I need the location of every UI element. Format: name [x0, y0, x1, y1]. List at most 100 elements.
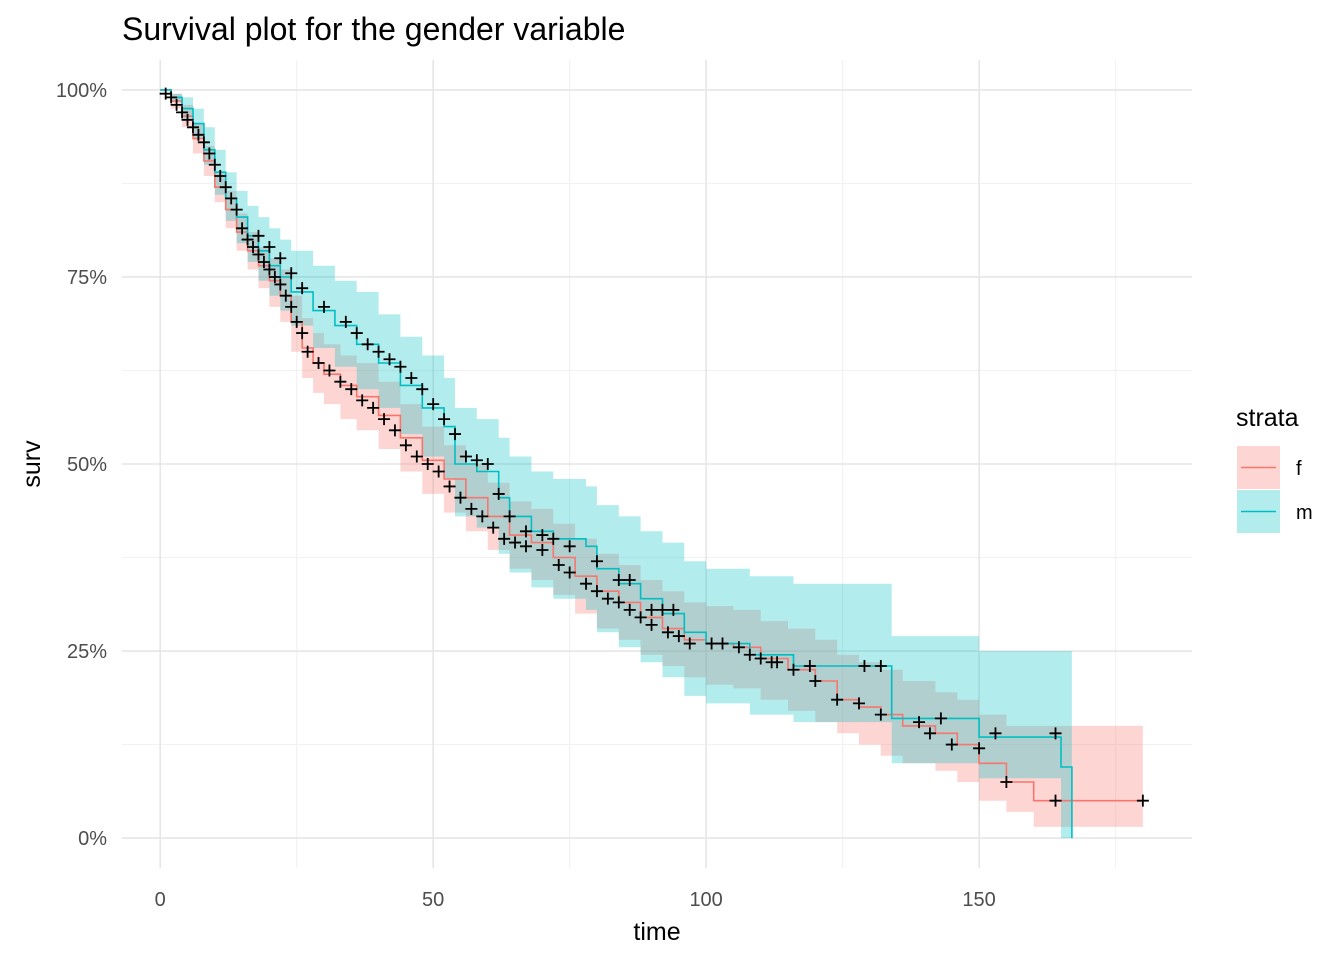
censor-mark-69 [874, 708, 887, 721]
censor-mark-52 [601, 592, 614, 605]
censor-mark-98 [503, 510, 516, 523]
censor-mark-100 [536, 529, 549, 542]
censor-mark-109 [743, 648, 756, 661]
censor-mark-6 [192, 128, 205, 141]
censor-marks [159, 87, 1149, 807]
censor-mark-20 [268, 270, 281, 283]
censor-mark-23 [285, 300, 298, 313]
censor-mark-45 [509, 536, 522, 549]
y-tick-label: 0% [78, 828, 107, 850]
censor-mark-58 [672, 630, 685, 643]
x-axis-title: time [633, 918, 680, 946]
censor-mark-54 [623, 603, 636, 616]
censor-mark-75 [1049, 794, 1062, 807]
censor-mark-33 [378, 413, 391, 426]
y-axis-ticks: 0% 25% 50% 75% 100% [56, 80, 107, 850]
band-f [160, 89, 1143, 827]
censor-mark-42 [476, 510, 489, 523]
censor-mark-74 [1000, 775, 1013, 788]
censor-mark-24 [290, 315, 303, 328]
censor-mark-95 [470, 454, 483, 467]
censor-mark-16 [247, 241, 260, 254]
censor-mark-89 [405, 371, 418, 384]
legend-title: strata [1236, 404, 1299, 432]
censor-mark-108 [667, 603, 680, 616]
censor-mark-103 [590, 555, 603, 568]
censor-mark-44 [498, 532, 511, 545]
y-tick-label: 100% [56, 80, 107, 102]
censor-mark-84 [350, 327, 363, 340]
x-tick-label: 150 [962, 889, 995, 911]
y-tick-label: 50% [67, 454, 107, 476]
censor-mark-61 [716, 637, 729, 650]
censor-mark-14 [236, 222, 249, 235]
censor-mark-36 [410, 450, 423, 463]
legend: strata fm [1236, 404, 1313, 533]
censor-mark-65 [787, 663, 800, 676]
censor-mark-32 [367, 401, 380, 414]
censor-mark-47 [536, 544, 549, 557]
censor-mark-77 [252, 229, 265, 242]
censor-mark-25 [296, 327, 309, 340]
censor-mark-70 [913, 716, 926, 729]
censor-mark-62 [732, 641, 745, 654]
censor-mark-79 [274, 252, 287, 265]
censor-mark-48 [552, 559, 565, 571]
censor-mark-55 [634, 611, 647, 624]
censor-mark-93 [449, 428, 462, 441]
censor-mark-35 [399, 439, 412, 452]
censor-mark-18 [257, 256, 270, 268]
censor-mark-76 [1136, 794, 1149, 807]
censor-mark-29 [334, 375, 347, 388]
censor-mark-97 [492, 487, 505, 500]
censor-mark-4 [181, 113, 194, 126]
censor-mark-90 [416, 383, 429, 396]
censor-mark-105 [623, 573, 636, 586]
censor-mark-15 [241, 233, 254, 246]
censor-mark-115 [989, 727, 1002, 740]
censor-mark-91 [427, 398, 440, 411]
censor-mark-85 [361, 338, 374, 351]
censor-mark-86 [372, 345, 385, 358]
censor-mark-83 [339, 315, 352, 328]
censor-mark-26 [301, 345, 314, 358]
censor-mark-73 [973, 742, 986, 755]
legend-label-f: f [1296, 458, 1302, 480]
censor-mark-60 [705, 637, 718, 650]
censor-mark-37 [421, 458, 434, 470]
censor-mark-72 [945, 738, 958, 751]
censor-mark-30 [345, 383, 358, 396]
censor-mark-51 [590, 585, 603, 598]
censor-mark-114 [934, 712, 947, 725]
censor-mark-22 [279, 289, 292, 302]
censor-mark-3 [176, 106, 189, 119]
censor-mark-59 [683, 637, 696, 650]
censor-mark-82 [317, 300, 330, 313]
censor-mark-46 [519, 540, 532, 553]
censor-mark-92 [438, 413, 451, 426]
censor-mark-94 [459, 450, 472, 463]
chart-title: Survival plot for the gender variable [122, 11, 625, 47]
censor-mark-63 [754, 652, 767, 665]
censor-mark-12 [225, 192, 238, 205]
censor-mark-81 [296, 282, 309, 295]
censor-mark-66 [809, 674, 822, 687]
censor-mark-7 [197, 136, 210, 149]
censor-mark-31 [356, 394, 369, 407]
confidence-bands [160, 89, 1143, 839]
censor-mark-10 [214, 169, 227, 182]
censor-mark-53 [612, 596, 625, 609]
censor-mark-1 [165, 91, 178, 104]
censor-mark-71 [923, 727, 936, 740]
censor-mark-110 [765, 656, 778, 669]
censor-mark-40 [454, 491, 467, 504]
censor-mark-39 [443, 480, 456, 493]
censor-mark-11 [219, 181, 232, 194]
censor-mark-99 [519, 525, 532, 538]
censor-mark-38 [432, 465, 445, 478]
censor-mark-43 [487, 521, 500, 534]
censor-mark-106 [645, 603, 658, 616]
censor-mark-34 [388, 424, 401, 437]
censor-mark-88 [394, 360, 407, 373]
